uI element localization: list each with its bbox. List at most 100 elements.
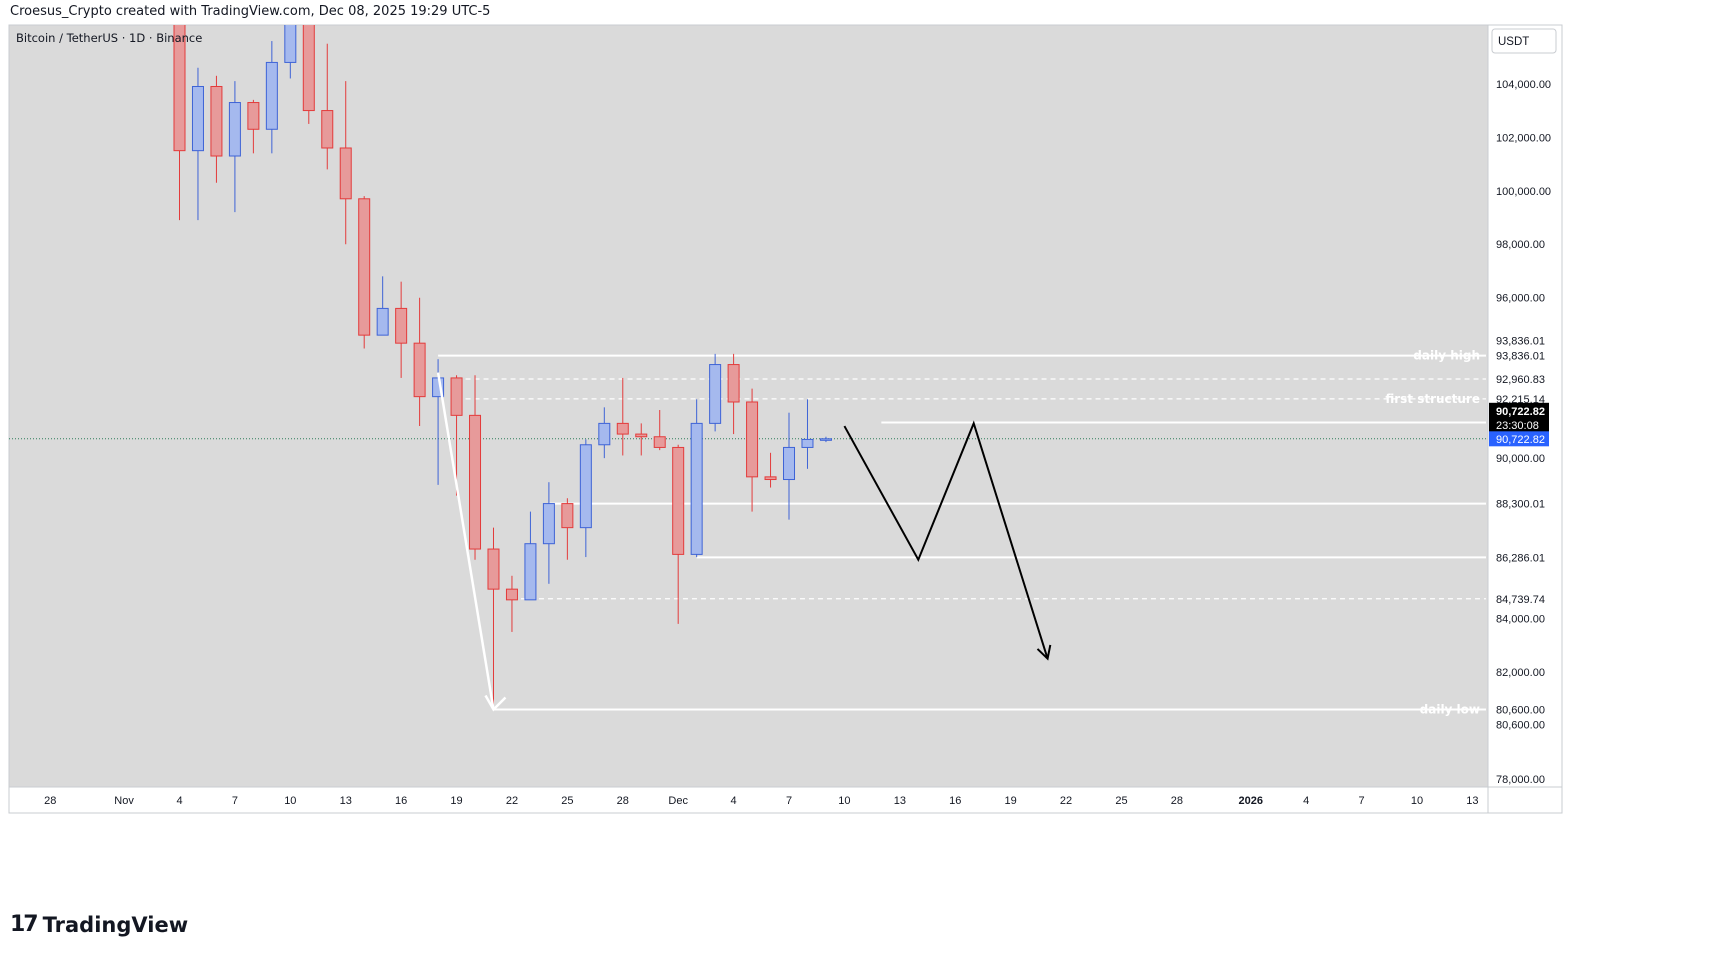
time-tick-label: 4 [731, 795, 737, 807]
price-tick-label: 102,000.00 [1496, 132, 1551, 144]
candle-body [247, 102, 260, 130]
candle-body [210, 85, 223, 157]
time-tick-label: 16 [395, 795, 407, 807]
time-tick-label: 7 [232, 795, 238, 807]
candle-body [395, 307, 408, 344]
tradingview-wordmark: TradingView [42, 912, 189, 937]
level-price-tag: 84,739.74 [1496, 594, 1545, 606]
candle-body [265, 61, 278, 130]
time-tick-label: 25 [561, 795, 573, 807]
symbol-label: Bitcoin / TetherUS · 1D · Binance [16, 31, 202, 45]
time-tick-label: 22 [1060, 795, 1072, 807]
candle-body [505, 588, 518, 601]
time-tick-label: 4 [1303, 795, 1309, 807]
current-price-tag [1489, 431, 1549, 447]
candle-body [358, 198, 371, 336]
price-tick-label: 84,000.00 [1496, 614, 1545, 626]
candle-body [635, 433, 648, 438]
stacked-price-tag: 80,600.00 [1496, 719, 1545, 731]
countdown-tag [1489, 402, 1549, 433]
countdown-time: 23:30:08 [1496, 420, 1539, 432]
chart-attribution: Croesus_Crypto created with TradingView.… [10, 4, 491, 19]
time-tick-label: 19 [450, 795, 462, 807]
candle-body [561, 503, 574, 529]
level-price-tag-bg [1490, 371, 1550, 387]
candle-body [302, 25, 315, 112]
level-price-tag: 88,300.01 [1496, 499, 1545, 511]
tradingview-logo: 17 TradingView [10, 912, 188, 937]
time-tick-label: 28 [44, 795, 56, 807]
time-tick-label: 22 [506, 795, 518, 807]
candle-body [469, 414, 482, 550]
tradingview-logo-icon: 17 [10, 912, 39, 937]
projection-path [843, 420, 1049, 659]
price-tick-label: 100,000.00 [1496, 186, 1551, 198]
candle-body [376, 307, 389, 336]
level-price-tag: 80,600.00 [1496, 704, 1545, 716]
candle-body [819, 438, 832, 441]
candle-body [727, 364, 740, 403]
stacked-price-tag-bg [1490, 716, 1550, 732]
candle-body [524, 543, 537, 601]
level-price-tag-bg [1490, 549, 1550, 565]
currency-label: USDT [1498, 36, 1529, 48]
level-label: first structure [1385, 392, 1480, 406]
time-tick-label: 7 [1359, 795, 1365, 807]
time-tick-label: 19 [1005, 795, 1017, 807]
candle-body [228, 102, 241, 157]
level-price-tag-bg [1490, 348, 1550, 364]
candle-body [173, 25, 186, 152]
time-tick-label: 10 [284, 795, 296, 807]
price-tick-label: 104,000.00 [1496, 79, 1551, 91]
stacked-price-tag-bg [1490, 333, 1550, 349]
level-label: daily low [1420, 702, 1480, 716]
drop-arrow-line [436, 372, 495, 710]
time-tick-label: 10 [838, 795, 850, 807]
candle-body [672, 446, 685, 555]
plot-layer: daily high first structure daily low [9, 25, 1488, 716]
drop-arrow-head [484, 694, 507, 712]
price-tick-label: 82,000.00 [1496, 667, 1545, 679]
candle-body [616, 422, 629, 435]
currency-button [1491, 28, 1557, 54]
level-price-tag-bg [1490, 591, 1550, 607]
candle-body [284, 25, 297, 63]
time-tick-label: 25 [1115, 795, 1127, 807]
time-tick-label: 13 [1466, 795, 1478, 807]
time-tick-label: 28 [617, 795, 629, 807]
level-price-tag: 92,960.83 [1496, 374, 1545, 386]
candle-body [413, 342, 426, 398]
candle-body [709, 364, 722, 424]
stacked-price-tag: 93,836.01 [1496, 336, 1545, 348]
level-label: daily high [1413, 349, 1480, 363]
candle-body [487, 548, 500, 590]
level-price-tag: 93,836.01 [1496, 351, 1545, 363]
candle-body [653, 436, 666, 448]
candle-body [191, 85, 204, 152]
price-tick-label: 98,000.00 [1496, 239, 1545, 251]
time-tick-label: Nov [114, 795, 134, 807]
candle-body [321, 110, 334, 149]
chart-frame [8, 24, 1563, 814]
price-tick-label: 90,000.00 [1496, 453, 1545, 465]
current-price-label: 90,722.82 [1496, 434, 1545, 446]
projection-arrow-head [1036, 644, 1052, 661]
time-tick-label: Dec [668, 795, 688, 807]
time-tick-label: 2026 [1239, 795, 1263, 807]
time-tick-label: 7 [786, 795, 792, 807]
candle-body [579, 444, 592, 529]
time-tick-label: 13 [894, 795, 906, 807]
time-tick-label: 4 [176, 795, 182, 807]
countdown-price: 90,722.82 [1496, 406, 1545, 418]
candle-body [598, 422, 611, 446]
time-tick-label: 10 [1411, 795, 1423, 807]
time-tick-label: 28 [1171, 795, 1183, 807]
candle-body [690, 422, 703, 555]
candle-body [542, 503, 555, 545]
level-price-tag-bg [1490, 701, 1550, 717]
level-price-tag-bg [1490, 391, 1550, 407]
candle-body [450, 377, 463, 416]
candle-body [339, 147, 352, 200]
candle-body [783, 446, 796, 481]
